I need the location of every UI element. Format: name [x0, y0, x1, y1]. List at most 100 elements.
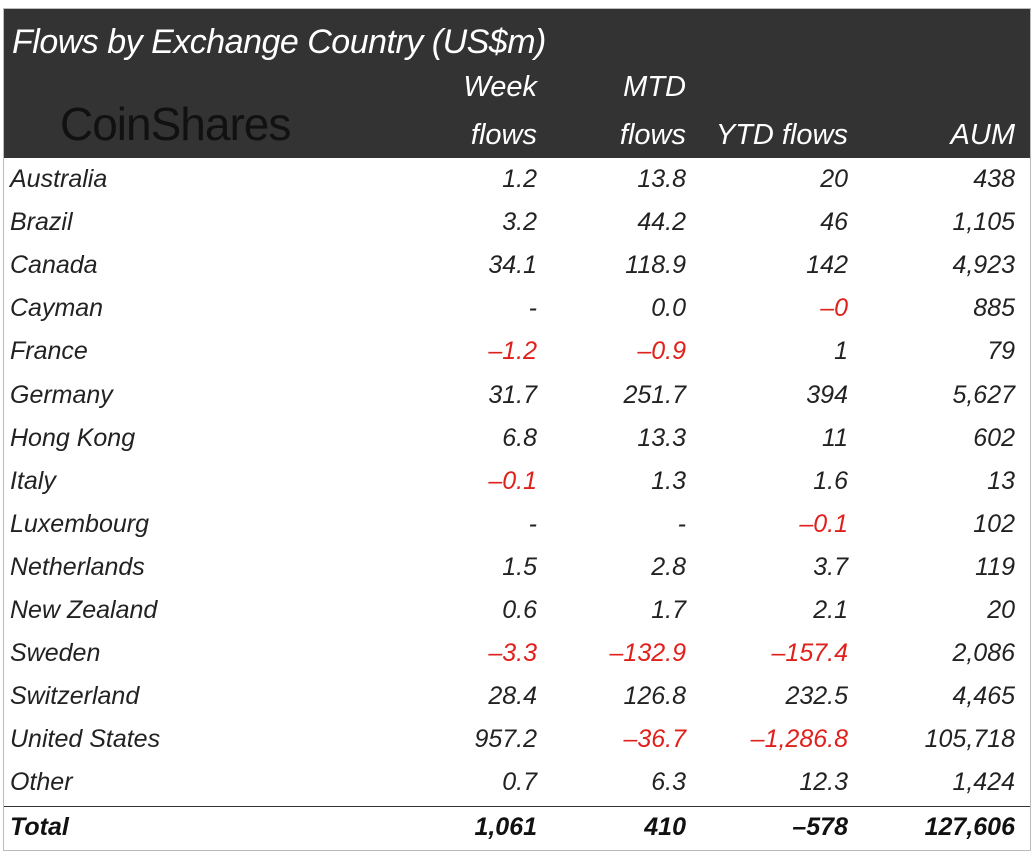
table-cell: 1.2	[502, 165, 537, 193]
table-cell: –0.1	[799, 509, 848, 538]
table-cell: –578	[792, 813, 848, 841]
table-header: Flows by Exchange Country (US$m) CoinSha…	[4, 9, 1030, 158]
table-cell: -	[528, 294, 537, 323]
table-cell: 410	[644, 813, 686, 841]
table-cell: –1,286.8	[750, 725, 848, 754]
row-label: Italy	[10, 466, 56, 495]
table-cell: 1,061	[474, 813, 537, 841]
row-label: Luxembourg	[10, 509, 149, 538]
row-label: Other	[10, 768, 73, 797]
table-cell: 5,627	[952, 380, 1015, 409]
row-label: New Zealand	[10, 596, 158, 624]
table-cell: 1.5	[502, 552, 537, 581]
table-row: Italy –0.1 1.3 1.6 13	[4, 461, 1030, 504]
row-label: Netherlands	[10, 552, 145, 581]
table-cell: 2.1	[813, 596, 848, 624]
table-cell: 13.3	[637, 423, 686, 452]
column-header: YTD flows	[715, 119, 848, 151]
table-cell: 1	[834, 337, 848, 366]
table-cell: 2.8	[651, 552, 686, 581]
column-header: AUM	[950, 119, 1015, 151]
table-cell: –132.9	[609, 639, 686, 668]
table-cell: 13.8	[637, 165, 686, 193]
table-cell: 6.8	[502, 423, 537, 452]
table-cell: 3.7	[813, 552, 848, 581]
table-cell: 0.0	[651, 294, 686, 323]
table-row: Brazil 3.2 44.2 46 1,105	[4, 202, 1030, 245]
table-cell: 1,105	[952, 208, 1015, 237]
table-cell: 4,923	[952, 251, 1015, 280]
table-row: Germany 31.7 251.7 394 5,627	[4, 375, 1030, 418]
coinshares-logo: CoinShares	[60, 98, 291, 150]
row-label: Australia	[10, 165, 108, 193]
table-cell: 28.4	[488, 682, 537, 711]
row-label: Brazil	[10, 208, 73, 237]
table-cell: 1.3	[651, 466, 686, 495]
row-label: Hong Kong	[10, 423, 136, 452]
table-cell: 0.7	[502, 768, 537, 797]
table-cell: –0	[820, 294, 848, 323]
table-cell: 12.3	[799, 768, 848, 797]
table-cell: 34.1	[488, 251, 537, 280]
column-header: flows	[619, 119, 686, 151]
table-cell: –0.9	[637, 337, 686, 366]
table-cell: 105,718	[924, 725, 1015, 754]
row-label: Germany	[10, 380, 113, 409]
table-cell: 20	[987, 596, 1015, 624]
table-cell: 3.2	[502, 208, 537, 237]
row-label: Cayman	[10, 294, 104, 323]
column-header: flows	[470, 119, 537, 151]
table-cell: 602	[973, 423, 1015, 452]
table-cell: 142	[806, 251, 848, 280]
table-row: Hong Kong 6.8 13.3 11 602	[4, 418, 1030, 461]
table-row: Australia 1.2 13.8 20 438	[4, 159, 1030, 202]
table-title: Flows by Exchange Country (US$m)	[12, 23, 546, 61]
table-cell: 1.6	[813, 466, 848, 495]
table-row: Switzerland 28.4 126.8 232.5 4,465	[4, 676, 1030, 719]
table-cell: 13	[987, 466, 1015, 495]
table-cell: 2,086	[952, 639, 1015, 668]
table-cell: 232.5	[785, 682, 848, 711]
table-cell: 20	[820, 165, 848, 193]
table-cell: 251.7	[623, 380, 686, 409]
table-cell: 46	[820, 208, 848, 237]
row-label: Switzerland	[10, 682, 140, 711]
row-label: United States	[10, 725, 161, 754]
row-label: France	[10, 337, 88, 366]
table-frame	[3, 8, 1031, 851]
table-cell: 79	[987, 337, 1015, 366]
table-cell: 1.7	[651, 596, 686, 624]
table-row: Other 0.7 6.3 12.3 1,424	[4, 762, 1030, 805]
table-cell: 6.3	[651, 768, 686, 797]
table-cell: -	[528, 509, 537, 538]
table-cell: 127,606	[924, 813, 1015, 841]
table-cell: 11	[822, 423, 848, 452]
row-label: Total	[10, 813, 69, 841]
table-cell: 31.7	[488, 380, 537, 409]
table-cell: 118.9	[625, 251, 686, 280]
table-cell: -	[677, 509, 686, 538]
table-cell: 4,465	[952, 682, 1015, 711]
table-row: Netherlands 1.5 2.8 3.7 119	[4, 547, 1030, 590]
table-cell: 438	[973, 165, 1015, 193]
table-row: United States 957.2 –36.7 –1,286.8 105,718	[4, 719, 1030, 762]
table-cell: 102	[973, 509, 1015, 538]
table-cell: –3.3	[488, 639, 537, 668]
table-cell: 957.2	[474, 725, 537, 754]
table-row: New Zealand 0.6 1.7 2.1 20	[4, 590, 1030, 633]
table-cell: –0.1	[488, 466, 537, 495]
table-cell: 44.2	[637, 208, 686, 237]
table-cell: 0.6	[502, 596, 537, 624]
row-label: Sweden	[10, 639, 101, 668]
table-row: Canada 34.1 118.9 142 4,923	[4, 245, 1030, 288]
table-row: Sweden –3.3 –132.9 –157.4 2,086	[4, 633, 1030, 676]
table-cell: 1,424	[952, 768, 1015, 797]
table-row: Cayman - 0.0 –0 885	[4, 288, 1030, 331]
row-label: Canada	[10, 251, 98, 280]
column-header: Week	[463, 71, 537, 103]
table-row: Luxembourg - - –0.1 102	[4, 504, 1030, 547]
table-cell: 394	[806, 380, 848, 409]
table-cell: –157.4	[771, 639, 848, 668]
table-cell: –1.2	[488, 337, 537, 366]
total-row: Total 1,061 410 –578 127,606	[4, 806, 1030, 850]
